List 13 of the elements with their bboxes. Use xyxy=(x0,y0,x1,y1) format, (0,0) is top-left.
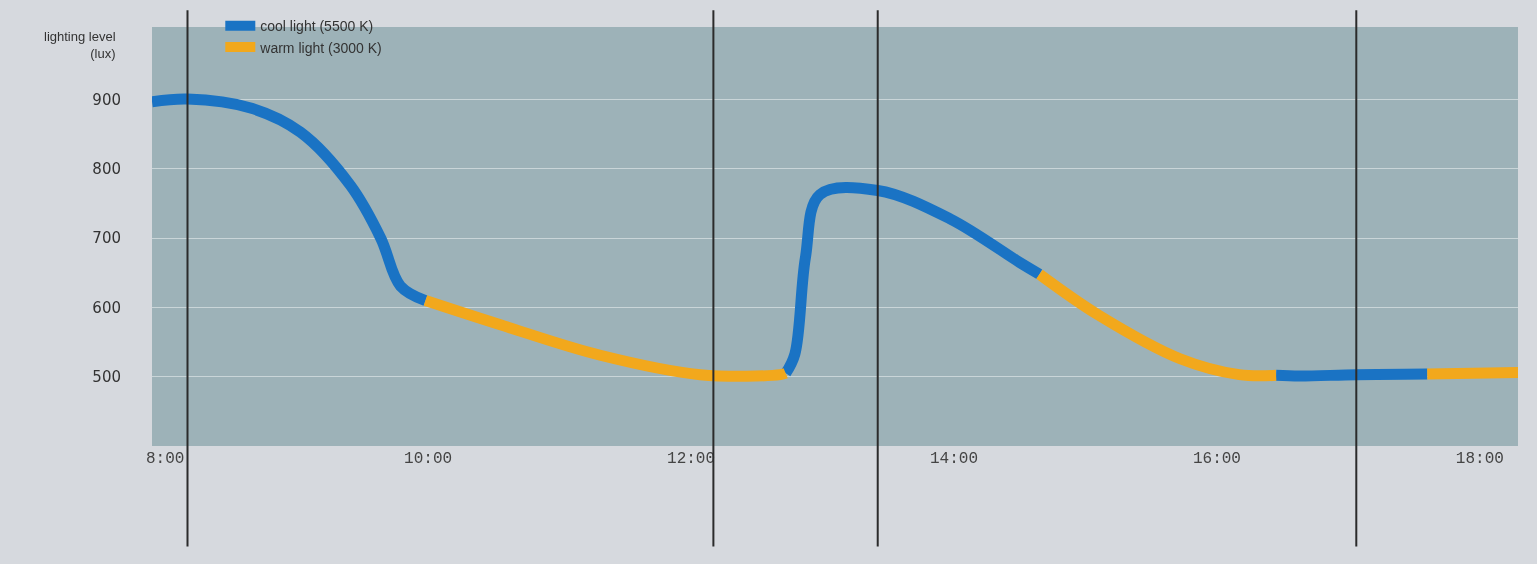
legend-label: cool light (5500 K) xyxy=(260,18,374,35)
x-tick-label: 16:00 xyxy=(1192,450,1241,468)
legend-label: warm light (3000 K) xyxy=(259,39,382,56)
y-tick-label: 500 xyxy=(92,367,121,386)
x-tick-label: 10:00 xyxy=(404,450,453,468)
x-tick-label: 8:00 xyxy=(145,450,185,468)
x-tick-label: 14:00 xyxy=(929,450,978,468)
y-tick-label: 600 xyxy=(92,298,121,317)
y-tick-label: 900 xyxy=(92,90,121,109)
y-axis-title: lighting level (lux) xyxy=(44,29,116,61)
y-tick-label: 700 xyxy=(92,229,121,248)
x-tick-label: 18:00 xyxy=(1455,450,1504,468)
y-tick-label: 800 xyxy=(92,160,121,179)
